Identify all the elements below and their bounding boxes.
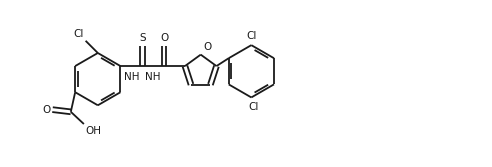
Text: Cl: Cl <box>246 31 256 41</box>
Text: NH: NH <box>123 72 139 82</box>
Text: O: O <box>160 33 168 43</box>
Text: Cl: Cl <box>248 102 259 112</box>
Text: S: S <box>139 33 146 43</box>
Text: O: O <box>42 105 50 115</box>
Text: NH: NH <box>146 72 161 82</box>
Text: O: O <box>203 42 212 52</box>
Text: OH: OH <box>85 126 101 136</box>
Text: Cl: Cl <box>73 29 84 39</box>
